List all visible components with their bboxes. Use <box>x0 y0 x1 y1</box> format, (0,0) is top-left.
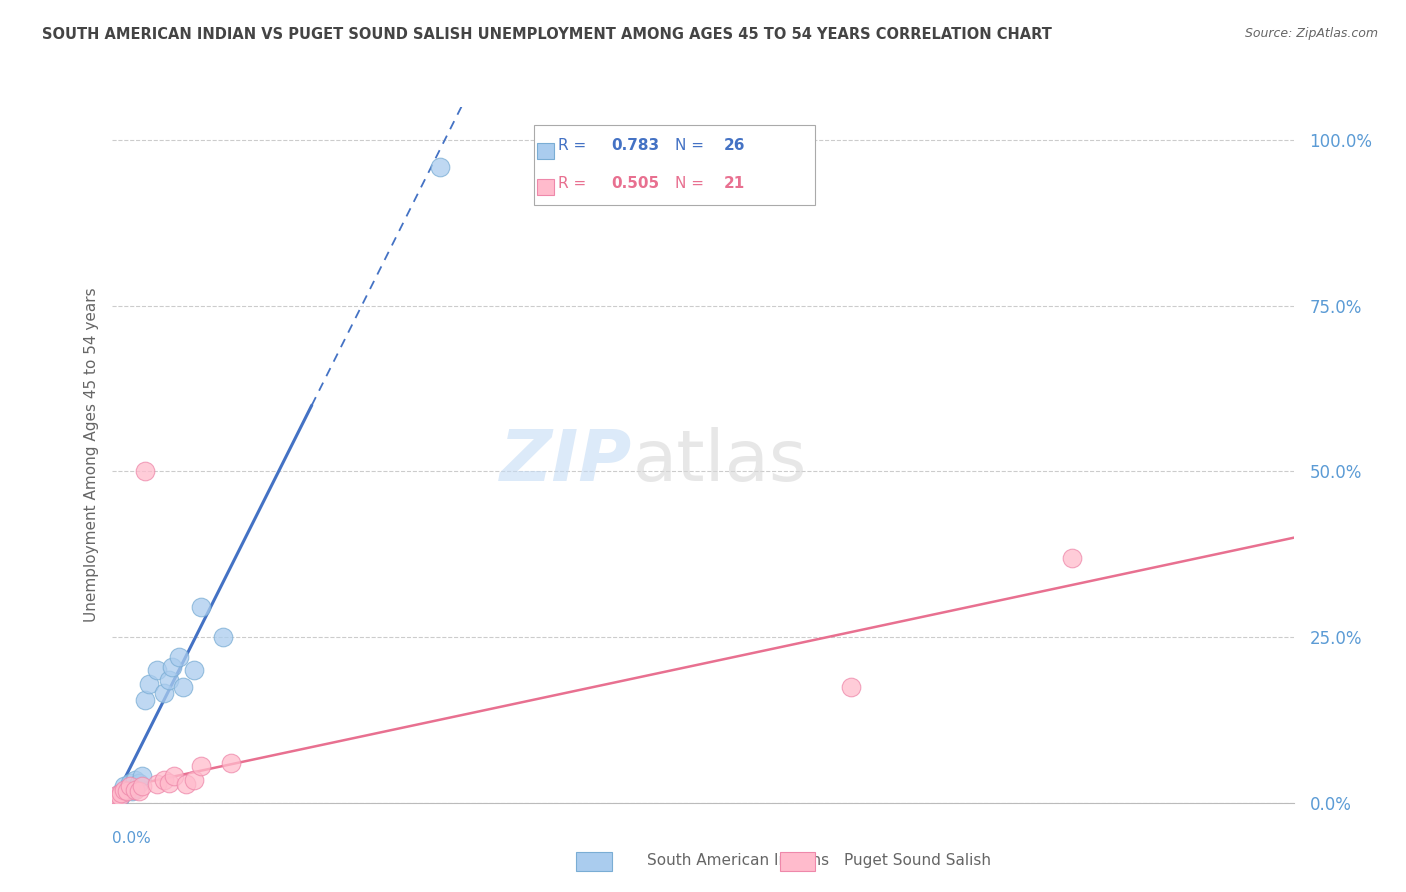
Point <box>153 772 176 787</box>
Point <box>112 782 135 797</box>
Point <box>105 789 128 804</box>
Point <box>131 779 153 793</box>
Text: 26: 26 <box>724 138 745 153</box>
Point <box>128 784 150 798</box>
Point <box>112 779 135 793</box>
Point <box>212 630 235 644</box>
Point <box>146 777 169 791</box>
Text: 0.783: 0.783 <box>612 138 659 153</box>
Point <box>128 776 150 790</box>
Point <box>104 790 127 805</box>
Point <box>108 786 131 800</box>
Point <box>219 756 242 770</box>
Point <box>167 650 190 665</box>
Point <box>138 676 160 690</box>
Text: R =: R = <box>558 176 592 191</box>
Point <box>120 779 142 793</box>
Text: N =: N = <box>675 176 709 191</box>
Point <box>104 792 127 806</box>
Point <box>174 777 197 791</box>
Y-axis label: Unemployment Among Ages 45 to 54 years: Unemployment Among Ages 45 to 54 years <box>83 287 98 623</box>
Point <box>1062 550 1084 565</box>
Point <box>120 776 142 790</box>
Point <box>134 465 156 479</box>
Point <box>108 790 131 805</box>
Point <box>124 772 146 787</box>
Point <box>839 680 862 694</box>
Point <box>121 784 143 798</box>
Point <box>190 759 212 773</box>
Point <box>124 781 146 796</box>
Point <box>131 769 153 783</box>
Text: South American Indians: South American Indians <box>647 854 830 868</box>
Point <box>105 788 128 802</box>
Text: Puget Sound Salish: Puget Sound Salish <box>844 854 991 868</box>
Point <box>172 680 194 694</box>
Point <box>117 784 138 798</box>
Text: SOUTH AMERICAN INDIAN VS PUGET SOUND SALISH UNEMPLOYMENT AMONG AGES 45 TO 54 YEA: SOUTH AMERICAN INDIAN VS PUGET SOUND SAL… <box>42 27 1052 42</box>
Text: atlas: atlas <box>633 427 807 496</box>
Text: 0.505: 0.505 <box>612 176 659 191</box>
Point <box>108 789 131 804</box>
Text: 0.0%: 0.0% <box>112 830 152 846</box>
Point <box>157 673 180 688</box>
Point <box>183 772 205 787</box>
Point <box>157 776 180 790</box>
Point <box>163 769 186 783</box>
Point <box>429 160 451 174</box>
Point <box>124 782 146 797</box>
Point <box>112 784 135 798</box>
Point <box>110 788 132 802</box>
Point <box>153 686 176 700</box>
Text: Source: ZipAtlas.com: Source: ZipAtlas.com <box>1244 27 1378 40</box>
Point <box>134 693 156 707</box>
Point <box>183 663 205 677</box>
Point <box>160 660 183 674</box>
Text: R =: R = <box>558 138 592 153</box>
Point <box>146 663 169 677</box>
Point <box>117 782 138 797</box>
Point <box>110 786 132 800</box>
Point <box>190 600 212 615</box>
Text: N =: N = <box>675 138 709 153</box>
Text: 21: 21 <box>724 176 745 191</box>
Text: ZIP: ZIP <box>501 427 633 496</box>
